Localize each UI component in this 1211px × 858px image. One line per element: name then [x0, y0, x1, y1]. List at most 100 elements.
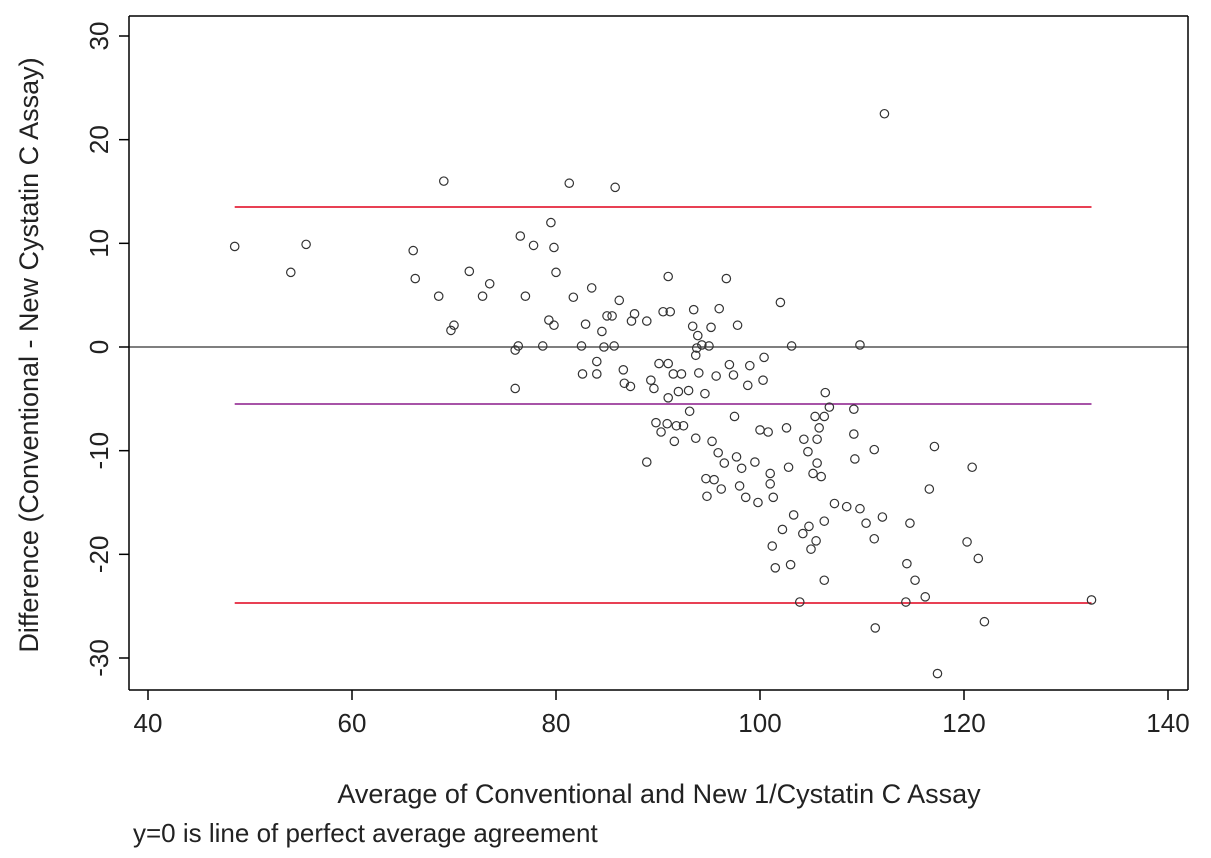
data-point: [724, 359, 735, 370]
data-point: [775, 297, 786, 308]
data-point: [446, 325, 456, 336]
data-point: [683, 385, 694, 396]
data-point: [932, 668, 943, 679]
data-point: [692, 330, 703, 341]
data-point: [618, 365, 629, 375]
data-point: [449, 320, 459, 331]
data-point: [962, 537, 972, 547]
x-tick-label: 60: [338, 708, 367, 738]
data-point: [658, 306, 668, 317]
data-point: [673, 386, 684, 397]
data-point: [711, 371, 721, 381]
data-point: [433, 291, 444, 302]
data-point: [788, 510, 799, 520]
data-point: [721, 273, 732, 284]
data-point: [580, 319, 591, 329]
data-point: [768, 492, 779, 503]
data-point: [713, 447, 723, 458]
data-point: [806, 544, 816, 554]
x-tick-label: 100: [738, 708, 781, 738]
data-point: [707, 436, 717, 447]
y-tick-label: 0: [84, 340, 114, 354]
data-point: [602, 311, 612, 321]
y-tick-label: -10: [84, 432, 114, 470]
data-point: [537, 341, 548, 351]
data-point: [819, 516, 830, 526]
data-point: [973, 553, 984, 564]
data-point: [759, 352, 769, 363]
data-point: [849, 429, 859, 439]
data-point: [229, 241, 240, 252]
x-axis-title: Average of Conventional and New 1/Cystat…: [337, 779, 981, 809]
reference-lines: [129, 206, 1188, 604]
data-point: [740, 492, 751, 503]
data-point: [676, 369, 687, 379]
y-tick-label: 10: [84, 229, 114, 258]
data-point: [812, 458, 822, 468]
data-point: [549, 320, 559, 331]
data-point: [464, 266, 475, 277]
x-tick-label: 40: [134, 708, 163, 738]
data-point: [687, 321, 698, 332]
data-point: [609, 341, 619, 351]
data-point: [684, 406, 695, 417]
data-point: [785, 559, 796, 570]
data-point: [546, 217, 556, 228]
data-point: [803, 446, 813, 457]
data-point: [731, 452, 742, 462]
data-point: [656, 427, 666, 437]
data-point: [719, 458, 730, 468]
data-point: [819, 575, 830, 586]
data-point: [576, 341, 587, 351]
data-point: [744, 360, 755, 371]
data-point: [929, 441, 940, 452]
data-point: [905, 518, 915, 529]
y-tick-label: -30: [84, 639, 114, 677]
data-point: [742, 380, 753, 391]
y-tick-label: 30: [84, 22, 114, 51]
data-point: [651, 417, 661, 428]
data-point: [924, 484, 935, 494]
data-points: [229, 108, 1097, 679]
data-point: [869, 533, 880, 544]
data-point: [811, 536, 821, 546]
data-point: [967, 462, 977, 473]
data-point: [716, 484, 727, 494]
data-point: [734, 481, 745, 491]
data-point: [804, 521, 814, 532]
data-point: [799, 434, 809, 445]
data-point: [758, 375, 768, 385]
data-point: [697, 340, 707, 350]
data-point: [816, 471, 826, 482]
data-point: [902, 558, 912, 569]
data-point: [812, 434, 822, 445]
data-point: [513, 341, 524, 351]
y-tick-label: -20: [84, 536, 114, 574]
data-point: [979, 616, 990, 627]
data-point: [753, 497, 763, 508]
data-point: [714, 303, 724, 314]
data-point: [688, 304, 699, 315]
data-point: [728, 370, 739, 380]
data-point: [910, 575, 920, 586]
data-point: [855, 340, 865, 350]
data-point: [690, 433, 701, 444]
data-point: [765, 479, 775, 489]
data-point: [477, 291, 488, 302]
data-point: [568, 292, 579, 303]
data-point: [591, 369, 602, 379]
data-point: [669, 436, 680, 447]
data-point: [586, 283, 597, 293]
data-point: [649, 383, 659, 394]
data-point: [641, 457, 652, 467]
data-point: [814, 423, 824, 433]
data-point: [577, 369, 588, 379]
data-point: [729, 411, 740, 422]
data-point: [829, 498, 840, 509]
data-point: [599, 342, 609, 352]
data-point: [285, 267, 296, 278]
axes: 40 60 80 100 120 140 -30 -20 -10 0 10 20 30: [84, 15, 1190, 738]
data-point: [408, 245, 418, 256]
